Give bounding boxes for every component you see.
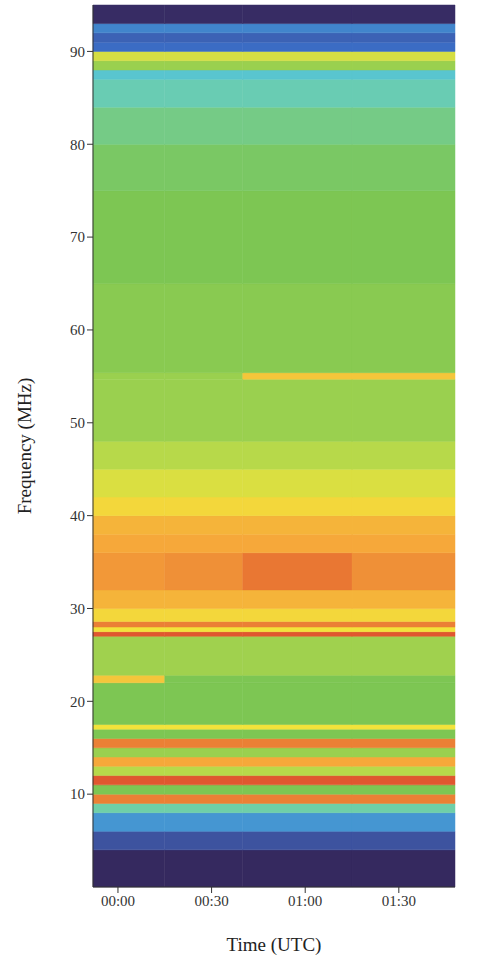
svg-text:20: 20 <box>70 694 85 710</box>
svg-text:70: 70 <box>70 229 85 245</box>
svg-text:01:00: 01:00 <box>288 893 322 909</box>
svg-text:00:30: 00:30 <box>195 893 229 909</box>
svg-text:80: 80 <box>70 137 85 153</box>
svg-text:50: 50 <box>70 415 85 431</box>
svg-text:10: 10 <box>70 786 85 802</box>
svg-text:01:30: 01:30 <box>382 893 416 909</box>
svg-text:60: 60 <box>70 322 85 338</box>
svg-text:00:00: 00:00 <box>101 893 135 909</box>
svg-text:Frequency (MHz): Frequency (MHz) <box>14 378 36 515</box>
svg-text:40: 40 <box>70 508 85 524</box>
svg-text:30: 30 <box>70 601 85 617</box>
svg-text:90: 90 <box>70 44 85 60</box>
svg-text:Time (UTC): Time (UTC) <box>227 934 322 956</box>
